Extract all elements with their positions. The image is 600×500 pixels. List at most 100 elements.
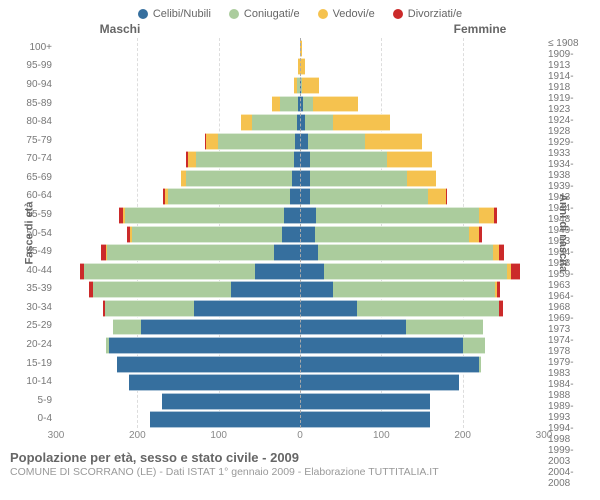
age-label: 0-4 [8, 410, 56, 429]
seg-c [300, 300, 357, 317]
seg-w [428, 188, 446, 205]
seg-m [84, 263, 255, 280]
xtick: 300 [536, 430, 553, 441]
seg-m [318, 244, 493, 261]
seg-m [333, 281, 496, 298]
age-label: 100+ [8, 38, 56, 57]
age-label: 35-39 [8, 280, 56, 299]
bar-male [56, 263, 300, 278]
seg-c [300, 244, 318, 261]
seg-c [300, 337, 463, 354]
legend-label: Divorziati/e [408, 8, 462, 20]
xaxis: 3002001000100200300 [0, 428, 600, 444]
bar-male [56, 96, 300, 111]
age-label: 5-9 [8, 391, 56, 410]
seg-c [255, 263, 300, 280]
age-label: 65-69 [8, 168, 56, 187]
seg-m [463, 337, 486, 354]
seg-c [300, 207, 316, 224]
seg-m [357, 300, 499, 317]
seg-m [252, 114, 297, 131]
bar-female [300, 226, 544, 241]
seg-c [194, 300, 300, 317]
ylabel-age: Fasce di età [23, 202, 35, 265]
header-male: Maschi [0, 22, 300, 36]
bar-male [56, 188, 300, 203]
seg-w [333, 114, 390, 131]
bar-female [300, 356, 544, 371]
seg-c [300, 281, 333, 298]
bar-female [300, 151, 544, 166]
seg-c [109, 337, 300, 354]
seg-c [300, 411, 430, 428]
bar-male [56, 244, 300, 259]
seg-c [292, 170, 300, 187]
seg-m [310, 151, 387, 168]
seg-w [188, 151, 196, 168]
seg-c [300, 356, 479, 373]
xtick: 100 [373, 430, 390, 441]
birth-label: 1979-1983 [544, 357, 592, 379]
birth-label: 1929-1933 [544, 137, 592, 159]
bar-male [56, 281, 300, 296]
seg-c [300, 263, 324, 280]
birth-label: 1964-1968 [544, 291, 592, 313]
bar-male [56, 40, 300, 55]
bar-male [56, 393, 300, 408]
chart-footer: Popolazione per età, sesso e stato civil… [0, 444, 600, 478]
age-label: 75-79 [8, 131, 56, 150]
legend-swatch [318, 9, 328, 19]
seg-m [479, 356, 481, 373]
age-label: 15-19 [8, 354, 56, 373]
seg-w [241, 114, 252, 131]
bar-female [300, 114, 544, 129]
bar-female [300, 96, 544, 111]
age-label: 30-34 [8, 298, 56, 317]
seg-m [316, 207, 479, 224]
seg-m [218, 133, 295, 150]
seg-m [132, 226, 282, 243]
birth-label: 1974-1978 [544, 335, 592, 357]
bar-male [56, 411, 300, 426]
bar-male [56, 300, 300, 315]
seg-m [168, 188, 290, 205]
bar-female [300, 393, 544, 408]
birth-label: 1984-1988 [544, 379, 592, 401]
bars-area [56, 38, 544, 428]
ylabel-birth: Anni di nascita [557, 194, 569, 272]
seg-m [315, 226, 470, 243]
bar-female [300, 263, 544, 278]
legend-label: Vedovi/e [333, 8, 375, 20]
birth-label: 1969-1973 [544, 313, 592, 335]
bar-male [56, 77, 300, 92]
age-label: 85-89 [8, 94, 56, 113]
xtick: 200 [129, 430, 146, 441]
legend-item: Coniugati/e [229, 8, 300, 20]
seg-c [300, 133, 308, 150]
seg-c [300, 170, 310, 187]
seg-d [494, 207, 497, 224]
seg-c [274, 244, 300, 261]
birth-label: 1959-1963 [544, 269, 592, 291]
age-label: 95-99 [8, 57, 56, 76]
seg-w [365, 133, 422, 150]
seg-m [308, 133, 365, 150]
xtick: 300 [48, 430, 65, 441]
seg-c [117, 356, 300, 373]
legend-swatch [393, 9, 403, 19]
legend-item: Celibi/Nubili [138, 8, 211, 20]
birth-label: ≤ 1908 [544, 38, 592, 49]
seg-m [310, 188, 428, 205]
legend-item: Divorziati/e [393, 8, 462, 20]
bar-female [300, 281, 544, 296]
seg-c [282, 226, 300, 243]
xtick: 0 [297, 430, 303, 441]
seg-w [206, 133, 217, 150]
bar-female [300, 133, 544, 148]
seg-m [107, 244, 274, 261]
bar-male [56, 374, 300, 389]
bar-female [300, 207, 544, 222]
bar-female [300, 58, 544, 73]
seg-c [300, 374, 459, 391]
bar-female [300, 300, 544, 315]
